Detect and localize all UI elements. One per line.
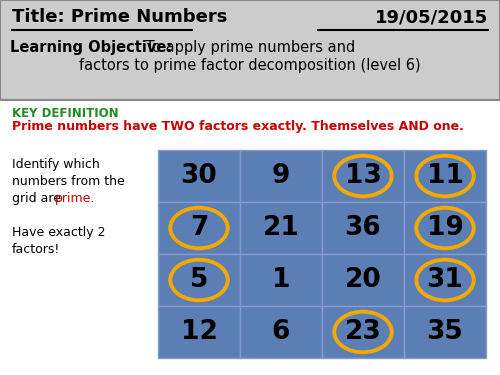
- FancyBboxPatch shape: [158, 202, 240, 254]
- Text: factors!: factors!: [12, 243, 60, 256]
- Text: 21: 21: [262, 215, 300, 241]
- FancyBboxPatch shape: [404, 202, 486, 254]
- FancyBboxPatch shape: [322, 306, 404, 358]
- FancyBboxPatch shape: [404, 254, 486, 306]
- Text: grid are: grid are: [12, 192, 65, 205]
- Text: 1: 1: [272, 267, 290, 293]
- Text: To apply prime numbers and: To apply prime numbers and: [141, 40, 355, 55]
- Text: 36: 36: [344, 215, 382, 241]
- Text: Title: Prime Numbers: Title: Prime Numbers: [12, 8, 228, 26]
- FancyBboxPatch shape: [158, 150, 240, 202]
- Text: 20: 20: [344, 267, 382, 293]
- Text: KEY DEFINITION: KEY DEFINITION: [12, 107, 118, 120]
- Text: 7: 7: [190, 215, 208, 241]
- Text: Prime numbers have TWO factors exactly. Themselves AND one.: Prime numbers have TWO factors exactly. …: [12, 120, 464, 133]
- FancyBboxPatch shape: [240, 202, 322, 254]
- Text: 5: 5: [190, 267, 208, 293]
- Text: 19/05/2015: 19/05/2015: [375, 8, 488, 26]
- Text: 31: 31: [426, 267, 464, 293]
- Text: prime.: prime.: [55, 192, 96, 205]
- Text: 13: 13: [344, 163, 382, 189]
- Text: numbers from the: numbers from the: [12, 175, 125, 188]
- Text: Have exactly 2: Have exactly 2: [12, 226, 106, 239]
- FancyBboxPatch shape: [158, 254, 240, 306]
- FancyBboxPatch shape: [0, 0, 500, 100]
- Text: 9: 9: [272, 163, 290, 189]
- FancyBboxPatch shape: [322, 202, 404, 254]
- Text: 12: 12: [180, 319, 218, 345]
- FancyBboxPatch shape: [322, 254, 404, 306]
- FancyBboxPatch shape: [404, 306, 486, 358]
- FancyBboxPatch shape: [158, 306, 240, 358]
- Text: 23: 23: [344, 319, 382, 345]
- Text: 35: 35: [426, 319, 464, 345]
- Text: 6: 6: [272, 319, 290, 345]
- Text: 30: 30: [180, 163, 218, 189]
- Text: Identify which: Identify which: [12, 158, 100, 171]
- FancyBboxPatch shape: [240, 306, 322, 358]
- FancyBboxPatch shape: [322, 150, 404, 202]
- Text: Learning Objective:: Learning Objective:: [10, 40, 172, 55]
- Text: 11: 11: [426, 163, 464, 189]
- FancyBboxPatch shape: [240, 150, 322, 202]
- FancyBboxPatch shape: [240, 254, 322, 306]
- Text: factors to prime factor decomposition (level 6): factors to prime factor decomposition (l…: [79, 58, 421, 73]
- FancyBboxPatch shape: [404, 150, 486, 202]
- Text: 19: 19: [426, 215, 464, 241]
